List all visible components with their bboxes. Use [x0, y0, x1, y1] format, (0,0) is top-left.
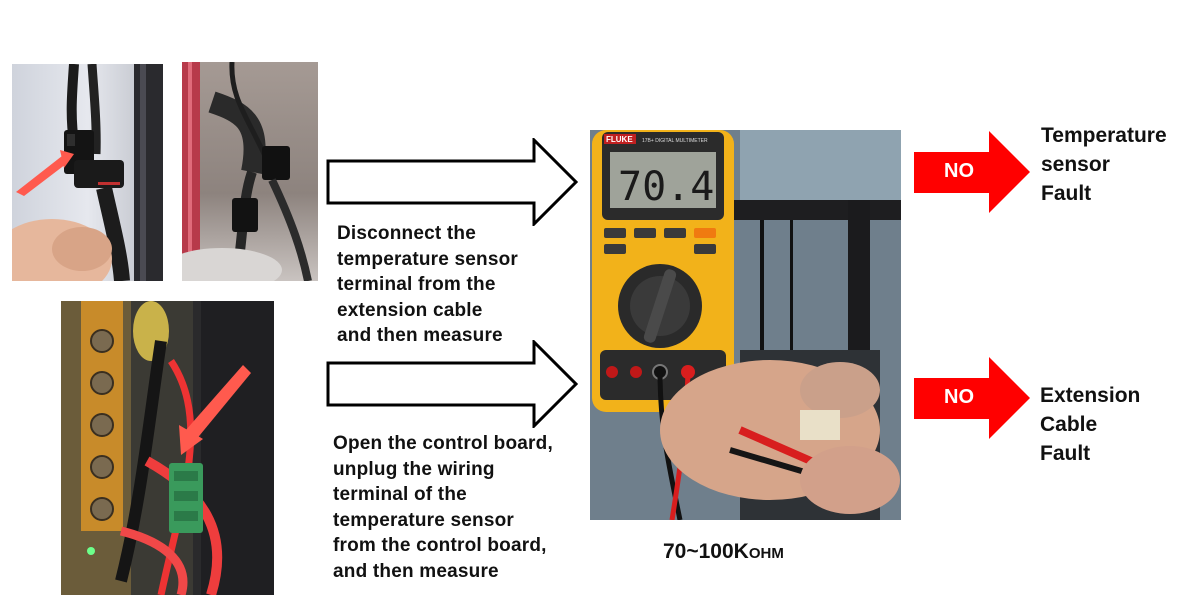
photo-multimeter-measurement: FLUKE 17B+ DIGITAL MULTIMETER 70.4: [590, 130, 901, 520]
result-temperature-sensor-fault: Temperature sensor Fault: [1041, 124, 1167, 205]
measurement-range-caption: 70~100KOHM: [663, 540, 784, 564]
multimeter-model: 17B+ DIGITAL MULTIMETER: [642, 138, 708, 144]
instruction-disconnect-extension: Disconnect the temperature sensor termin…: [337, 223, 519, 346]
instruction-unplug-control-board: Open the control board, unplug the wirin…: [333, 433, 553, 582]
photo-control-board: [61, 301, 274, 595]
flow-arrow-upper: [326, 138, 578, 226]
no-label-upper: NO: [944, 160, 974, 182]
no-arrow-lower: [914, 357, 1030, 439]
multimeter-reading: 70.4: [618, 164, 714, 210]
flow-arrow-lower: [326, 340, 578, 428]
photo-cable-connector: [12, 64, 163, 281]
no-label-lower: NO: [944, 386, 974, 408]
result-extension-cable-fault: Extension Cable Fault: [1040, 384, 1141, 465]
photo-sensor-cable: [182, 62, 318, 281]
multimeter-brand: FLUKE: [606, 135, 633, 144]
no-arrow-upper: [914, 131, 1030, 213]
measurement-unit: OHM: [748, 545, 784, 562]
measurement-range: 70~100K: [663, 540, 749, 563]
